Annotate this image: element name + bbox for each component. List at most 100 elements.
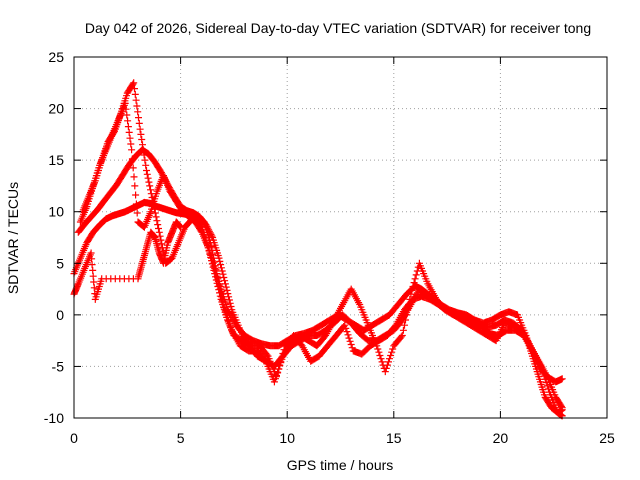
- x-tick-label: 20: [493, 430, 509, 446]
- data-point: [217, 289, 225, 297]
- data-point: [219, 301, 227, 308]
- data-point: [177, 223, 185, 231]
- data-point: [220, 274, 228, 281]
- data-point: [403, 311, 411, 319]
- data-point: [218, 267, 226, 275]
- data-point: [197, 227, 205, 235]
- data-point: [221, 280, 229, 288]
- data-point: [344, 331, 352, 339]
- y-tick-label: 25: [48, 49, 64, 65]
- data-point: [151, 205, 158, 213]
- data-point: [543, 382, 551, 390]
- chart-title: Day 042 of 2026, Sidereal Day-to-day VTE…: [85, 20, 591, 36]
- data-point: [221, 277, 229, 285]
- data-point: [347, 341, 355, 348]
- data-point: [399, 326, 407, 334]
- y-tick-label: 15: [48, 152, 64, 168]
- data-point: [341, 321, 349, 329]
- y-tick-label: -5: [52, 358, 65, 374]
- data-point: [143, 167, 150, 174]
- data-point: [214, 277, 222, 285]
- data-point: [137, 130, 145, 138]
- data-point: [135, 119, 143, 127]
- data-point: [90, 278, 98, 286]
- data-point: [409, 283, 417, 290]
- y-tick-label: -10: [44, 410, 64, 426]
- data-point: [214, 274, 222, 281]
- y-tick-label: 5: [56, 255, 64, 271]
- data-point: [404, 306, 412, 314]
- data-point: [152, 213, 160, 221]
- data-point: [123, 111, 131, 119]
- data-point: [342, 324, 350, 332]
- data-point: [343, 328, 351, 336]
- y-tick-label: 20: [48, 101, 64, 117]
- data-point: [210, 258, 218, 266]
- data-point: [215, 281, 223, 289]
- data-point: [144, 174, 152, 182]
- data-point: [346, 337, 354, 345]
- data-point: [124, 123, 132, 131]
- data-point: [211, 262, 219, 270]
- data-point: [389, 345, 397, 353]
- data-point: [226, 299, 234, 307]
- data-point: [558, 375, 566, 383]
- data-point: [139, 141, 146, 149]
- data-point: [410, 279, 418, 287]
- data-point: [558, 404, 566, 412]
- x-axis-label: GPS time / hours: [287, 457, 394, 473]
- data-point: [225, 293, 233, 301]
- data-point: [134, 108, 142, 116]
- data-point: [110, 129, 118, 137]
- data-point: [135, 114, 142, 122]
- data-point: [398, 332, 406, 339]
- data-point: [157, 236, 165, 244]
- data-point: [208, 246, 216, 254]
- series-track-c: [76, 99, 566, 420]
- x-tick-label: 0: [70, 430, 78, 446]
- data-point: [154, 221, 162, 229]
- data-point: [270, 378, 278, 386]
- data-point: [221, 307, 229, 315]
- data-point: [226, 320, 234, 328]
- data-point: [378, 358, 386, 366]
- data-point: [387, 352, 395, 359]
- data-point: [376, 352, 384, 359]
- data-point: [145, 178, 153, 186]
- data-point: [129, 80, 137, 88]
- data-point: [273, 372, 280, 379]
- data-point: [383, 361, 391, 369]
- data-point: [210, 254, 218, 262]
- y-tick-label: 10: [48, 204, 64, 220]
- data-point: [263, 351, 271, 359]
- data-point: [222, 310, 230, 318]
- x-tick-label: 15: [386, 430, 402, 446]
- data-point: [128, 146, 136, 154]
- data-point: [412, 271, 420, 279]
- data-point: [140, 151, 148, 159]
- data-point: [139, 146, 147, 154]
- data-point: [386, 355, 393, 363]
- data-point: [130, 173, 138, 181]
- data-point: [224, 290, 232, 298]
- data-point: [225, 317, 233, 325]
- data-point: [407, 290, 415, 298]
- data-point: [381, 368, 389, 376]
- data-point: [129, 164, 137, 172]
- data-point: [227, 303, 235, 310]
- data-point: [375, 348, 383, 356]
- data-point: [153, 217, 161, 225]
- data-point: [397, 333, 405, 341]
- data-point: [127, 140, 135, 148]
- data-point: [132, 191, 140, 199]
- data-point: [557, 402, 565, 410]
- data-point: [130, 79, 138, 87]
- plot-frame: [73, 56, 608, 419]
- data-point: [132, 200, 140, 208]
- x-tick-label: 10: [279, 430, 295, 446]
- data-point: [132, 96, 140, 104]
- data-point: [133, 102, 141, 110]
- data-point: [124, 117, 132, 125]
- data-point: [377, 355, 385, 363]
